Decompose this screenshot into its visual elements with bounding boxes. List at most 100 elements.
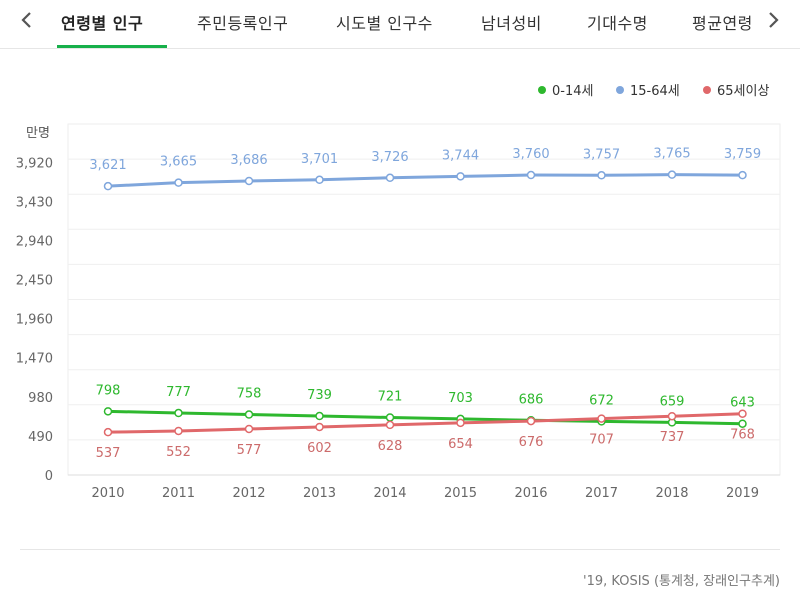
data-label: 628 (378, 439, 403, 454)
data-label: 3,744 (442, 148, 479, 163)
line-chart: 만명 0 490 980 1,470 1,960 2,450 2,940 3,430 3,920 2… (16, 123, 781, 501)
data-point (103, 407, 113, 416)
data-point (315, 175, 324, 185)
x-tick-label: 2012 (232, 486, 265, 501)
data-label: 552 (166, 445, 191, 460)
data-label: 768 (730, 428, 755, 443)
data-label: 737 (660, 430, 685, 445)
tab-age-population[interactable]: 연령별 인구 (61, 14, 144, 33)
y-tick-label: 2,940 (16, 234, 53, 249)
legend-item-0-14[interactable]: 0-14세 (538, 80, 593, 99)
legend-label: 0-14세 (552, 84, 594, 99)
legend-label: 65세이상 (717, 84, 770, 99)
data-label: 3,686 (230, 153, 267, 168)
data-point (385, 413, 395, 422)
x-tick-label: 2016 (514, 486, 547, 501)
data-label: 703 (448, 391, 473, 406)
legend-dot-icon (616, 85, 624, 94)
data-point (597, 414, 606, 423)
legend-dot-icon (703, 85, 711, 94)
divider (20, 549, 780, 550)
y-tick-label: 1,960 (16, 313, 53, 328)
x-tick-label: 2019 (726, 486, 759, 501)
data-point (738, 170, 747, 180)
chevron-right-icon (769, 12, 779, 28)
data-label: 707 (589, 433, 614, 448)
data-label: 3,765 (653, 147, 690, 162)
prev-tab-button[interactable] (12, 4, 40, 36)
y-tick-label: 2,450 (16, 274, 53, 289)
y-tick-label: 1,470 (16, 352, 53, 367)
y-tick-label: 3,430 (16, 195, 53, 210)
data-point (738, 419, 747, 428)
data-label: 3,621 (89, 158, 126, 173)
data-label: 602 (307, 441, 332, 456)
tab-list: 연령별 인구 주민등록인구 시도별 인구수 남녀성비 기대수명 평균연령 (44, 0, 762, 48)
data-point (174, 426, 183, 436)
data-label: 676 (519, 435, 544, 450)
data-point (456, 172, 465, 181)
data-point (597, 171, 606, 180)
series-line (107, 412, 743, 434)
data-label: 686 (519, 392, 544, 407)
tab-life-expectancy[interactable]: 기대수명 (587, 14, 648, 33)
series-line (107, 409, 743, 426)
data-point (667, 411, 677, 421)
data-label: 3,759 (724, 147, 761, 162)
y-tick-label: 980 (28, 391, 53, 406)
data-label: 721 (378, 389, 403, 404)
x-tick-label: 2014 (373, 486, 406, 501)
data-label: 777 (166, 385, 191, 400)
data-label: 643 (730, 396, 755, 411)
data-point (244, 424, 254, 434)
legend-dot-icon (538, 85, 546, 94)
data-label: 798 (96, 383, 121, 398)
legend-item-65-plus[interactable]: 65세이상 (703, 80, 769, 99)
source-note: '19, KOSIS (통계청, 장래인구추계) (583, 574, 780, 589)
data-point (103, 181, 113, 191)
data-label: 654 (448, 437, 473, 452)
data-label: 3,726 (371, 150, 408, 165)
legend-item-15-64[interactable]: 15-64세 (616, 80, 680, 99)
x-tick-label: 2010 (91, 486, 124, 501)
data-point (667, 170, 677, 179)
data-point (456, 418, 465, 428)
y-tick-label: 0 (45, 469, 53, 484)
series-line (107, 173, 743, 188)
x-tick-label: 2018 (655, 486, 688, 501)
active-tab-indicator (57, 45, 167, 48)
data-label: 659 (660, 394, 685, 409)
data-point (315, 411, 324, 421)
data-point (103, 427, 113, 437)
tab-province-population[interactable]: 시도별 인구수 (336, 14, 433, 33)
next-tab-button[interactable] (760, 4, 788, 36)
y-axis-title: 만명 (26, 126, 50, 141)
data-point (174, 408, 183, 418)
data-label: 758 (237, 387, 262, 402)
data-label: 739 (307, 388, 332, 403)
data-point (244, 176, 254, 186)
x-tick-label: 2011 (162, 486, 195, 501)
tab-bar: 연령별 인구 주민등록인구 시도별 인구수 남녀성비 기대수명 평균연령 (0, 0, 800, 49)
data-point (385, 173, 395, 183)
y-tick-label: 490 (28, 430, 53, 445)
tab-registered-population[interactable]: 주민등록인구 (197, 14, 289, 33)
data-label: 3,701 (301, 152, 338, 167)
data-label: 3,757 (583, 147, 620, 162)
data-label: 3,760 (512, 147, 549, 162)
data-point (385, 420, 395, 430)
data-point (526, 416, 536, 426)
data-label: 3,665 (160, 155, 197, 170)
data-point (526, 170, 536, 180)
x-tick-label: 2017 (585, 486, 618, 501)
x-tick-label: 2013 (303, 486, 336, 501)
x-tick-label: 2015 (444, 486, 477, 501)
chevron-left-icon (21, 12, 31, 28)
data-point (738, 409, 747, 418)
y-tick-label: 3,920 (16, 156, 53, 171)
data-label: 577 (237, 443, 262, 458)
tab-average-age[interactable]: 평균연령 (692, 14, 753, 33)
tab-sex-ratio[interactable]: 남녀성비 (481, 14, 542, 33)
data-label: 537 (96, 446, 121, 461)
legend-label: 15-64세 (630, 84, 680, 99)
